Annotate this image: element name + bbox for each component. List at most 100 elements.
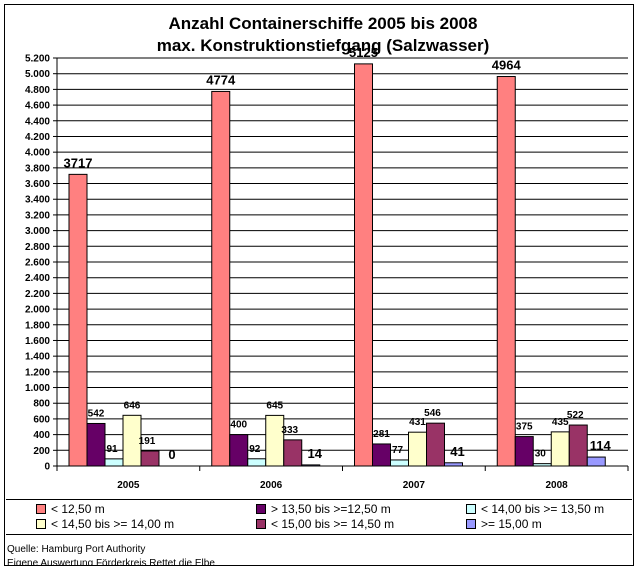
legend-label: < 15,00 bis >= 14,50 m xyxy=(271,517,395,531)
bar xyxy=(550,431,570,467)
y-tick-label: 5.000 xyxy=(25,69,50,80)
y-tick-label: 3.000 xyxy=(25,226,50,237)
y-tick-label: 400 xyxy=(33,430,50,441)
legend-item: > 13,50 bis >=12,50 m xyxy=(256,502,391,516)
y-tick-label: 4.000 xyxy=(25,148,50,159)
y-tick-label: 2.800 xyxy=(25,242,50,253)
y-tick-label: 1.000 xyxy=(25,383,50,394)
data-label: 4774 xyxy=(206,72,236,87)
legend-item: < 12,50 m xyxy=(36,502,105,516)
chart-frame: Anzahl Containerschiffe 2005 bis 2008 ma… xyxy=(4,4,634,566)
bar xyxy=(140,450,160,467)
legend-label: < 14,00 bis >= 13,50 m xyxy=(481,502,605,516)
data-label: 522 xyxy=(567,410,584,421)
y-tick-label: 1.600 xyxy=(25,336,50,347)
data-label: 281 xyxy=(373,429,390,440)
y-tick-label: 1.800 xyxy=(25,320,50,331)
legend-swatch xyxy=(256,504,266,514)
data-label: 645 xyxy=(266,400,283,411)
data-label: 0 xyxy=(168,447,175,462)
bar xyxy=(86,422,106,467)
legend-item: < 15,00 bis >= 14,50 m xyxy=(256,517,394,531)
legend-swatch xyxy=(36,519,46,529)
x-tick-label: 2007 xyxy=(403,480,426,491)
data-label: 542 xyxy=(88,408,105,419)
y-tick-label: 600 xyxy=(33,414,50,425)
bar xyxy=(247,458,267,467)
data-label: 333 xyxy=(281,425,298,436)
data-label: 30 xyxy=(535,449,547,460)
source-line-2: Eigene Auswertung Förderkreis Rettet die… xyxy=(7,558,215,566)
bar xyxy=(426,422,445,467)
bar xyxy=(354,63,373,467)
bar xyxy=(372,443,391,467)
y-tick-label: 2.600 xyxy=(25,258,50,269)
data-label: 400 xyxy=(230,420,247,431)
legend-item: < 14,00 bis >= 13,50 m xyxy=(466,502,604,516)
legend-swatch xyxy=(256,519,266,529)
data-label: 77 xyxy=(392,445,404,456)
legend-item: >= 15,00 m xyxy=(466,517,542,531)
legend-swatch xyxy=(466,504,476,514)
legend: < 12,50 m > 13,50 bis >=12,50 m < 14,00 bi… xyxy=(6,499,632,535)
y-tick-label: 3.400 xyxy=(25,195,50,206)
bar xyxy=(229,434,249,467)
legend-label: > 13,50 bis >=12,50 m xyxy=(271,502,391,516)
legend-label: < 12,50 m xyxy=(51,502,105,516)
bar xyxy=(283,439,303,467)
y-tick-label: 200 xyxy=(33,446,50,457)
source-line-1: Quelle: Hamburg Port Authority xyxy=(7,544,146,555)
bar xyxy=(68,173,88,467)
data-label: 4964 xyxy=(492,58,522,73)
data-label: 546 xyxy=(424,408,441,419)
x-tick-label: 2006 xyxy=(260,480,283,491)
data-label: 375 xyxy=(516,422,533,433)
bar xyxy=(122,414,142,467)
bar xyxy=(496,76,516,467)
legend-item: < 14,50 bis >= 14,00 m xyxy=(36,517,174,531)
bar xyxy=(444,462,463,467)
bar xyxy=(408,431,427,467)
y-tick-label: 5.200 xyxy=(25,54,50,65)
bar xyxy=(568,424,588,467)
y-tick-label: 2.400 xyxy=(25,273,50,284)
bar xyxy=(211,90,231,467)
data-label: 14 xyxy=(308,446,323,461)
bar-chart: Anzahl Containerschiffe 2005 bis 2008 ma… xyxy=(25,14,629,491)
legend-swatch xyxy=(36,504,46,514)
y-tick-label: 4.200 xyxy=(25,132,50,143)
y-tick-label: 4.800 xyxy=(25,85,50,96)
bar xyxy=(532,463,552,467)
data-label: 646 xyxy=(124,400,141,411)
y-tick-label: 1.400 xyxy=(25,352,50,363)
bar xyxy=(390,459,409,467)
y-tick-label: 1.200 xyxy=(25,367,50,378)
data-label: 5125 xyxy=(349,45,378,60)
y-tick-label: 4.600 xyxy=(25,101,50,112)
source-note: Quelle: Hamburg Port Authority Eigene Au… xyxy=(7,543,215,566)
y-tick-label: 4.400 xyxy=(25,116,50,127)
data-label: 431 xyxy=(409,417,426,428)
y-tick-label: 3.200 xyxy=(25,210,50,221)
y-tick-label: 0 xyxy=(44,462,50,473)
bar xyxy=(104,458,124,467)
bar xyxy=(301,464,321,467)
bar xyxy=(586,456,606,467)
data-label: 3717 xyxy=(64,155,93,170)
y-tick-label: 800 xyxy=(33,399,50,410)
data-label: 91 xyxy=(106,444,118,455)
y-tick-label: 2.000 xyxy=(25,305,50,316)
legend-label: >= 15,00 m xyxy=(481,517,542,531)
legend-swatch xyxy=(466,519,476,529)
data-label: 92 xyxy=(249,444,261,455)
bar xyxy=(265,414,285,467)
chart-title: Anzahl Containerschiffe 2005 bis 2008 xyxy=(169,14,478,33)
bar xyxy=(514,436,534,467)
data-label: 114 xyxy=(590,438,612,453)
chart-subtitle: max. Konstruktionstiefgang (Salzwasser) xyxy=(157,36,490,55)
y-tick-label: 3.600 xyxy=(25,179,50,190)
data-label: 435 xyxy=(552,417,569,428)
data-label: 191 xyxy=(139,436,156,447)
x-tick-label: 2005 xyxy=(117,480,140,491)
data-label: 41 xyxy=(450,444,464,459)
